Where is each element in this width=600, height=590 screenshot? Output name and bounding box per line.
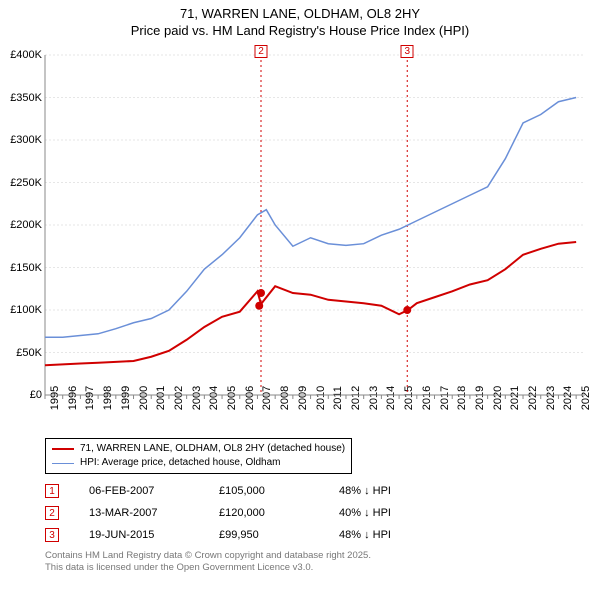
- chart-plot: [45, 55, 585, 395]
- event-date: 06-FEB-2007: [89, 485, 219, 497]
- y-tick-label: £50K: [16, 347, 42, 359]
- event-price: £120,000: [219, 507, 339, 519]
- attribution-line-1: Contains HM Land Registry data © Crown c…: [45, 550, 371, 562]
- legend-row: HPI: Average price, detached house, Oldh…: [52, 456, 345, 470]
- event-date: 19-JUN-2015: [89, 529, 219, 541]
- y-tick-label: £150K: [10, 262, 42, 274]
- legend-swatch: [52, 463, 74, 464]
- attribution-line-2: This data is licensed under the Open Gov…: [45, 562, 371, 574]
- event-delta: 48% ↓ HPI: [339, 529, 459, 541]
- y-tick-label: £250K: [10, 177, 42, 189]
- title-line-2: Price paid vs. HM Land Registry's House …: [0, 23, 600, 40]
- legend: 71, WARREN LANE, OLDHAM, OL8 2HY (detach…: [45, 438, 352, 474]
- y-tick-label: £400K: [10, 49, 42, 61]
- legend-label: HPI: Average price, detached house, Oldh…: [80, 456, 281, 470]
- y-tick-label: £200K: [10, 219, 42, 231]
- chart-container: 71, WARREN LANE, OLDHAM, OL8 2HY Price p…: [0, 0, 600, 590]
- event-delta: 48% ↓ HPI: [339, 485, 459, 497]
- attribution: Contains HM Land Registry data © Crown c…: [45, 550, 371, 575]
- event-row: 2 13-MAR-2007£120,00040% ↓ HPI: [45, 502, 459, 524]
- event-num-marker: 2: [45, 506, 59, 520]
- event-line-marker: 2: [255, 45, 268, 58]
- y-tick-label: £350K: [10, 92, 42, 104]
- y-tick-label: £100K: [10, 304, 42, 316]
- legend-label: 71, WARREN LANE, OLDHAM, OL8 2HY (detach…: [80, 442, 345, 456]
- event-price: £105,000: [219, 485, 339, 497]
- event-table: 106-FEB-2007£105,00048% ↓ HPI213-MAR-200…: [45, 480, 459, 546]
- y-tick-label: £300K: [10, 134, 42, 146]
- legend-row: 71, WARREN LANE, OLDHAM, OL8 2HY (detach…: [52, 442, 345, 456]
- event-row: 3 19-JUN-2015£99,95048% ↓ HPI: [45, 524, 459, 546]
- event-price: £99,950: [219, 529, 339, 541]
- title-block: 71, WARREN LANE, OLDHAM, OL8 2HY Price p…: [0, 0, 600, 40]
- y-tick-label: £0: [30, 389, 42, 401]
- event-row: 1 06-FEB-2007£105,00048% ↓ HPI: [45, 480, 459, 502]
- event-num-marker: 3: [45, 528, 59, 542]
- event-line-marker: 3: [401, 45, 414, 58]
- event-date: 13-MAR-2007: [89, 507, 219, 519]
- legend-swatch: [52, 448, 74, 450]
- title-line-1: 71, WARREN LANE, OLDHAM, OL8 2HY: [0, 6, 600, 23]
- event-num-marker: 1: [45, 484, 59, 498]
- event-delta: 40% ↓ HPI: [339, 507, 459, 519]
